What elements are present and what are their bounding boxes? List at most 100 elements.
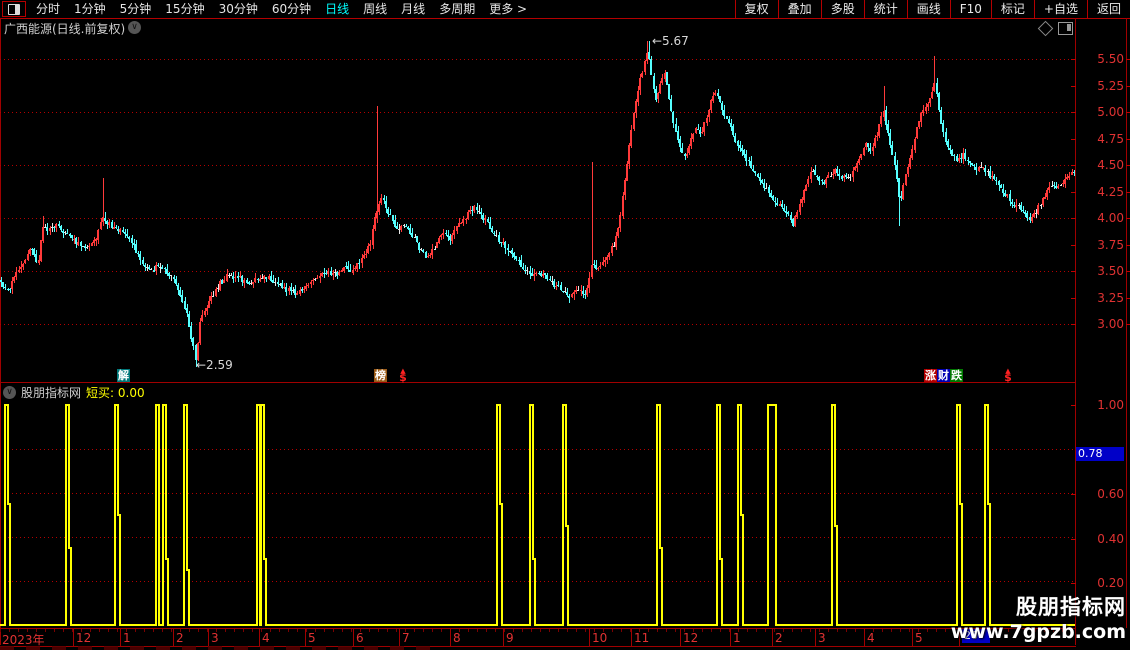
axis-tick bbox=[1126, 191, 1130, 193]
action-button-8[interactable]: 返回 bbox=[1086, 0, 1130, 18]
timeline-divider bbox=[815, 629, 816, 646]
timeline-label: 1 bbox=[123, 631, 131, 645]
timeline-label: 6 bbox=[356, 631, 364, 645]
price-axis-label: 3.00 bbox=[1097, 317, 1124, 331]
axis-tick bbox=[1071, 271, 1076, 272]
event-badge[interactable]: 解 bbox=[117, 369, 130, 382]
period-item-1[interactable]: 1分钟 bbox=[74, 2, 106, 16]
period-item-10[interactable]: 更多 > bbox=[489, 2, 528, 16]
action-button-0[interactable]: 复权 bbox=[734, 0, 778, 18]
price-axis-label: 5.00 bbox=[1097, 105, 1124, 119]
timeline-label: 5 bbox=[308, 631, 316, 645]
axis-tick bbox=[1071, 191, 1076, 193]
price-axis-label: 5.25 bbox=[1097, 78, 1124, 93]
timeline-divider bbox=[680, 629, 681, 646]
indicator-chart[interactable] bbox=[0, 402, 1076, 628]
timeline-label: 2 bbox=[176, 631, 184, 645]
axis-tick bbox=[1071, 112, 1076, 113]
high-price-annotation: ←5.67 bbox=[652, 34, 689, 48]
chart-frame: 广西能源(日线.前复权) ∨ 5.50 5.25 5.00 4.75 4.50 4.25 4… bbox=[0, 18, 1130, 650]
event-badge[interactable]: 跌 bbox=[950, 369, 963, 382]
axis-tick bbox=[1126, 297, 1130, 299]
axis-tick bbox=[1071, 244, 1076, 246]
period-item-2[interactable]: 5分钟 bbox=[119, 2, 152, 16]
price-axis-label: 3.25 bbox=[1097, 290, 1124, 305]
price-axis-label: 3.75 bbox=[1097, 237, 1124, 252]
watermark-url: www.7gpzb.com bbox=[950, 621, 1126, 643]
event-badge[interactable]: 榜 bbox=[374, 369, 387, 382]
timeline-divider bbox=[173, 629, 174, 646]
watermark-name: 股朋指标网 bbox=[1016, 595, 1126, 619]
price-axis-label: 4.00 bbox=[1097, 211, 1124, 225]
timeline-label: 11 bbox=[634, 631, 650, 645]
axis-tick bbox=[1071, 324, 1076, 325]
indicator-value: 短买: 0.00 bbox=[86, 385, 145, 400]
timeline-label: 2 bbox=[775, 631, 783, 645]
axis-tick bbox=[1071, 494, 1076, 496]
action-button-7[interactable]: +自选 bbox=[1033, 0, 1087, 18]
timeline-divider bbox=[450, 629, 451, 646]
timeline-label: 1 bbox=[733, 631, 741, 645]
layout-toggle-button[interactable] bbox=[2, 1, 26, 17]
timeline-label: 8 bbox=[453, 631, 461, 645]
indicator-axis-label: 0.60 bbox=[1097, 487, 1124, 502]
period-item-0[interactable]: 分时 bbox=[36, 2, 61, 16]
axis-tick bbox=[1071, 85, 1076, 87]
axis-tick bbox=[1126, 85, 1130, 87]
candlestick-chart[interactable] bbox=[0, 30, 1076, 383]
action-button-3[interactable]: 统计 bbox=[863, 0, 907, 18]
timeline-divider bbox=[959, 629, 960, 646]
event-badge[interactable]: 财 bbox=[937, 369, 950, 382]
period-item-3[interactable]: 15分钟 bbox=[165, 2, 205, 16]
period-item-9[interactable]: 多周期 bbox=[439, 2, 476, 16]
timeline-label: 5 bbox=[915, 631, 923, 645]
timeline-label: 9 bbox=[506, 631, 514, 645]
timeline-label: 7 bbox=[402, 631, 410, 645]
low-price-annotation: ←2.59 bbox=[196, 358, 233, 372]
period-item-6[interactable]: 日线 bbox=[325, 2, 350, 16]
action-button-4[interactable]: 画线 bbox=[906, 0, 950, 18]
timeline-divider bbox=[503, 629, 504, 646]
action-menu: 复权 叠加 多股 统计 画线 F10 标记 +自选 返回 bbox=[734, 0, 1130, 18]
axis-tick bbox=[1071, 583, 1076, 585]
action-button-5[interactable]: F10 bbox=[949, 0, 991, 18]
timeline-label: 12 bbox=[76, 631, 92, 645]
timeline-divider bbox=[259, 629, 260, 646]
period-toolbar: 分时 1分钟 5分钟 15分钟 30分钟 60分钟 日线 周线 月线 多周期 更多 > 复权 叠加 多股… bbox=[0, 0, 1130, 19]
dollar-marker[interactable]: ▲ $ bbox=[399, 367, 407, 384]
action-button-1[interactable]: 叠加 bbox=[777, 0, 821, 18]
chevron-down-icon[interactable]: ∨ bbox=[3, 385, 16, 399]
action-button-2[interactable]: 多股 bbox=[820, 0, 864, 18]
axis-tick bbox=[1071, 297, 1076, 299]
period-item-4[interactable]: 30分钟 bbox=[218, 2, 258, 16]
timeline-label: 3 bbox=[211, 631, 219, 645]
timeline-divider bbox=[589, 629, 590, 646]
axis-tick bbox=[1126, 59, 1130, 60]
axis-tick bbox=[1126, 244, 1130, 246]
axis-tick bbox=[1071, 59, 1076, 60]
action-button-6[interactable]: 标记 bbox=[990, 0, 1034, 18]
period-item-7[interactable]: 周线 bbox=[363, 2, 388, 16]
axis-tick bbox=[1071, 165, 1076, 166]
indicator-axis-label: 1.00 bbox=[1097, 398, 1124, 412]
event-badge[interactable]: 涨 bbox=[924, 369, 937, 382]
dollar-marker[interactable]: ▲ $ bbox=[1004, 367, 1012, 384]
clipped-statusbar bbox=[0, 646, 430, 650]
period-item-8[interactable]: 月线 bbox=[401, 2, 426, 16]
timeline-divider bbox=[353, 629, 354, 646]
timeline-label: 4 bbox=[867, 631, 875, 645]
price-axis-label: 4.75 bbox=[1097, 131, 1124, 146]
timeline-divider bbox=[912, 629, 913, 646]
timeline-divider bbox=[399, 629, 400, 646]
timeline-highlight: 20 bbox=[962, 629, 990, 643]
axis-tick bbox=[1071, 538, 1076, 540]
period-item-5[interactable]: 60分钟 bbox=[271, 2, 312, 16]
indicator-axis-label: 0.20 bbox=[1097, 576, 1124, 591]
period-menu: 分时 1分钟 5分钟 15分钟 30分钟 60分钟 日线 周线 月线 多周期 更多 > bbox=[36, 0, 527, 18]
axis-tick bbox=[1126, 324, 1130, 325]
indicator-source: 股朋指标网 bbox=[21, 385, 82, 400]
axis-tick bbox=[1126, 271, 1130, 272]
price-axis-label: 4.50 bbox=[1097, 158, 1124, 172]
timeline-divider bbox=[864, 629, 865, 646]
